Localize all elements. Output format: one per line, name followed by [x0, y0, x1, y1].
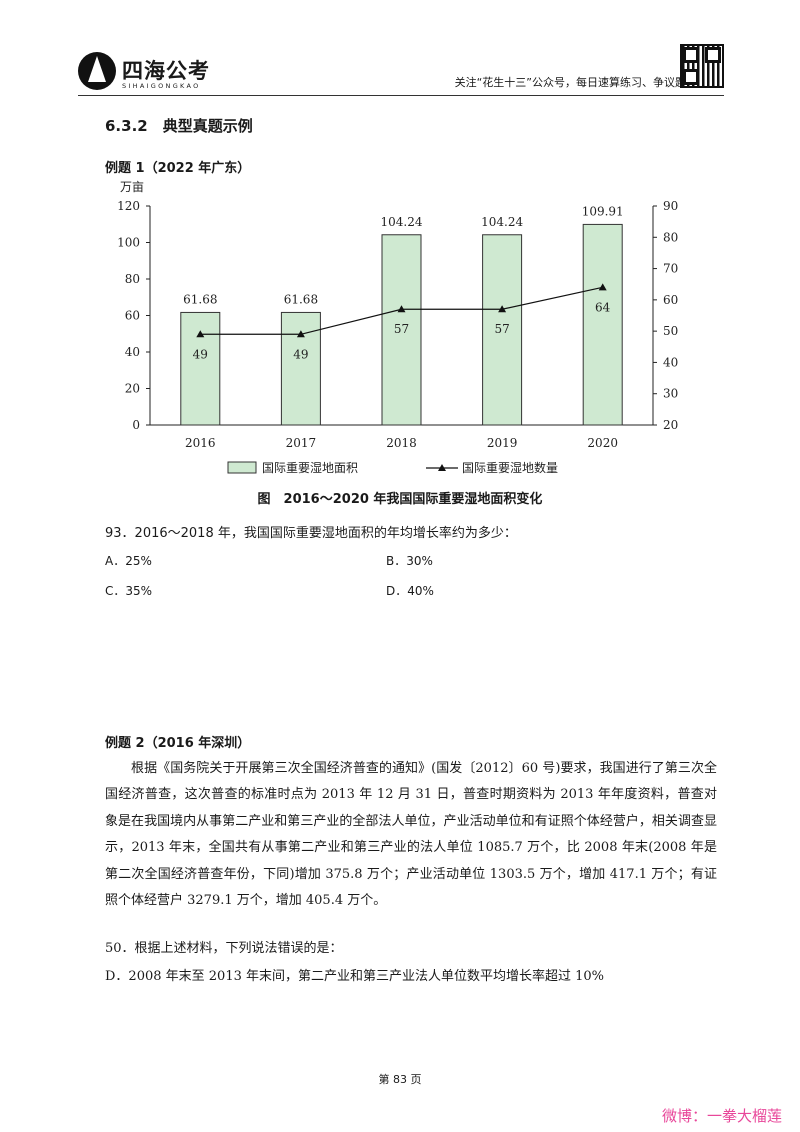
brand-subtitle: SIHAIGONGKAO [122, 82, 201, 90]
line-point-marker [296, 330, 305, 338]
line-point-marker [397, 305, 406, 313]
bar [482, 234, 523, 426]
legend-bar-label: 国际重要湿地面积 [262, 460, 358, 475]
line-value-label: 49 [293, 347, 308, 361]
line-point-marker [498, 305, 507, 313]
sail-icon [88, 56, 106, 82]
left-tick-label: 100 [117, 236, 140, 250]
bar-value-label: 109.91 [582, 204, 624, 218]
left-tick-label: 0 [132, 418, 140, 432]
left-tick-label: 20 [125, 382, 140, 396]
bar [381, 234, 422, 426]
weibo-watermark: 微博：一拳大榴莲 [661, 1107, 782, 1125]
bar-value-label: 104.24 [481, 215, 523, 229]
left-tick-label: 40 [125, 345, 140, 359]
question-50-option-d[interactable]: D．2008 年末至 2013 年末间，第二产业和第三产业法人单位数平均增长率超… [105, 969, 605, 984]
example2-paragraph: 根据《国务院关于开展第三次全国经济普查的通知》(国发〔2012〕60 号)要求，… [105, 756, 717, 914]
left-tick-label: 80 [125, 272, 140, 286]
bar [180, 311, 221, 426]
right-tick-label: 40 [663, 355, 678, 369]
question-93: 93．2016～2018 年，我国国际重要湿地面积的年均增长率约为多少： [105, 526, 517, 541]
line-point-marker [196, 330, 205, 338]
right-tick-label: 70 [663, 262, 678, 276]
qr-code-icon [680, 44, 724, 88]
legend-bar-swatch [227, 461, 257, 474]
option-b[interactable]: B．30% [386, 554, 433, 568]
example2-label: 例题 2（2016 年深圳） [105, 736, 251, 751]
line-value-label: 49 [193, 347, 208, 361]
option-d[interactable]: D．40% [386, 584, 434, 598]
page-number: 第 83 页 [378, 1073, 422, 1086]
example2-paragraph-text: 根据《国务院关于开展第三次全国经济普查的通知》(国发〔2012〕60 号)要求，… [105, 761, 717, 909]
option-a[interactable]: A．25% [105, 554, 152, 568]
x-tick-label: 2018 [386, 436, 417, 450]
chart-title: 图 2016～2020 年我国国际重要湿地面积变化 [257, 492, 543, 507]
left-tick-label: 120 [117, 199, 140, 213]
x-tick-label: 2017 [286, 436, 317, 450]
line-value-label: 64 [595, 300, 611, 314]
right-tick-label: 50 [663, 324, 678, 338]
section-title: 6.3.2 典型真题示例 [105, 117, 253, 135]
bar [280, 311, 321, 426]
example1-label: 例题 1（2022 年广东） [105, 161, 251, 176]
bar [582, 223, 623, 426]
bar-value-label: 61.68 [183, 292, 217, 306]
option-c[interactable]: C．35% [105, 584, 153, 598]
legend-line-marker [438, 464, 446, 471]
legend-line-label: 国际重要湿地数量 [462, 460, 558, 475]
line-point-marker [598, 283, 607, 291]
question-50: 50．根据上述材料，下列说法错误的是： [105, 941, 343, 956]
y-axis-label: 万亩 [120, 179, 144, 194]
wetland-chart: 0 20 40 60 80 100 120 20 30 40 50 60 70 80 90 万亩 61.68 61… [117, 179, 678, 475]
bar-value-label: 104.24 [381, 215, 423, 229]
header-note: 关注“花生十三”公众号，每日速算练习、争议题讲解 [454, 76, 708, 89]
right-tick-label: 30 [663, 387, 678, 401]
x-tick-label: 2016 [185, 436, 216, 450]
line-value-label: 57 [394, 322, 409, 336]
x-tick-label: 2020 [587, 436, 618, 450]
x-tick-label: 2019 [487, 436, 518, 450]
brand-name: 四海公考 [122, 59, 210, 83]
right-tick-label: 60 [663, 293, 678, 307]
header-divider [78, 95, 724, 96]
line-value-label: 57 [494, 322, 509, 336]
right-tick-label: 20 [663, 418, 678, 432]
right-tick-label: 80 [663, 230, 678, 244]
left-tick-label: 60 [125, 309, 140, 323]
right-tick-label: 90 [663, 199, 678, 213]
bar-value-label: 61.68 [284, 292, 318, 306]
